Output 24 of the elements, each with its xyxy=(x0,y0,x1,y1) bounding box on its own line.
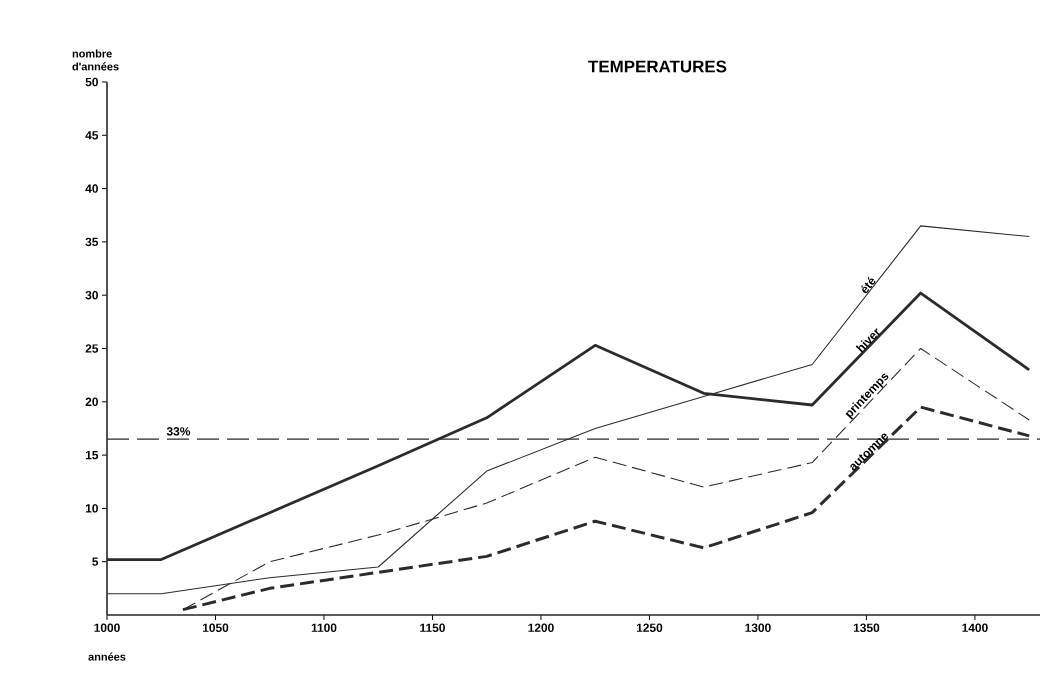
x-tick-label: 1250 xyxy=(636,623,663,632)
y-tick-label: 25 xyxy=(85,344,99,353)
y-tick-label: 20 xyxy=(85,397,98,407)
y-tick-label: 30 xyxy=(85,290,98,300)
y-axis-title: nombre d'années xyxy=(72,49,119,71)
x-tick-label: 1400 xyxy=(962,623,988,632)
text: été xyxy=(861,276,876,294)
y-tick-label: 45 xyxy=(85,131,99,140)
x-tick-label: 1100 xyxy=(311,623,337,632)
y-tick-label: 15 xyxy=(85,450,99,460)
x-tick-label: 1200 xyxy=(528,623,554,632)
x-tick-label: 1350 xyxy=(853,623,880,633)
x-tick-label: 1050 xyxy=(202,623,229,632)
y-tick-label: 5 xyxy=(92,557,99,566)
annotation: 33% xyxy=(166,427,191,436)
y-tick-label: 50 xyxy=(85,77,98,87)
y-tick-label: 10 xyxy=(85,504,98,513)
x-tick-label: 1000 xyxy=(94,623,120,632)
x-axis-title: années xyxy=(88,652,126,661)
y-tick-label: 35 xyxy=(85,237,99,247)
chart-title: TEMPERATURES xyxy=(588,60,727,73)
x-tick-label: 1300 xyxy=(745,623,771,633)
x-tick-label: 1150 xyxy=(420,623,445,632)
y-tick-label: 40 xyxy=(85,184,98,193)
